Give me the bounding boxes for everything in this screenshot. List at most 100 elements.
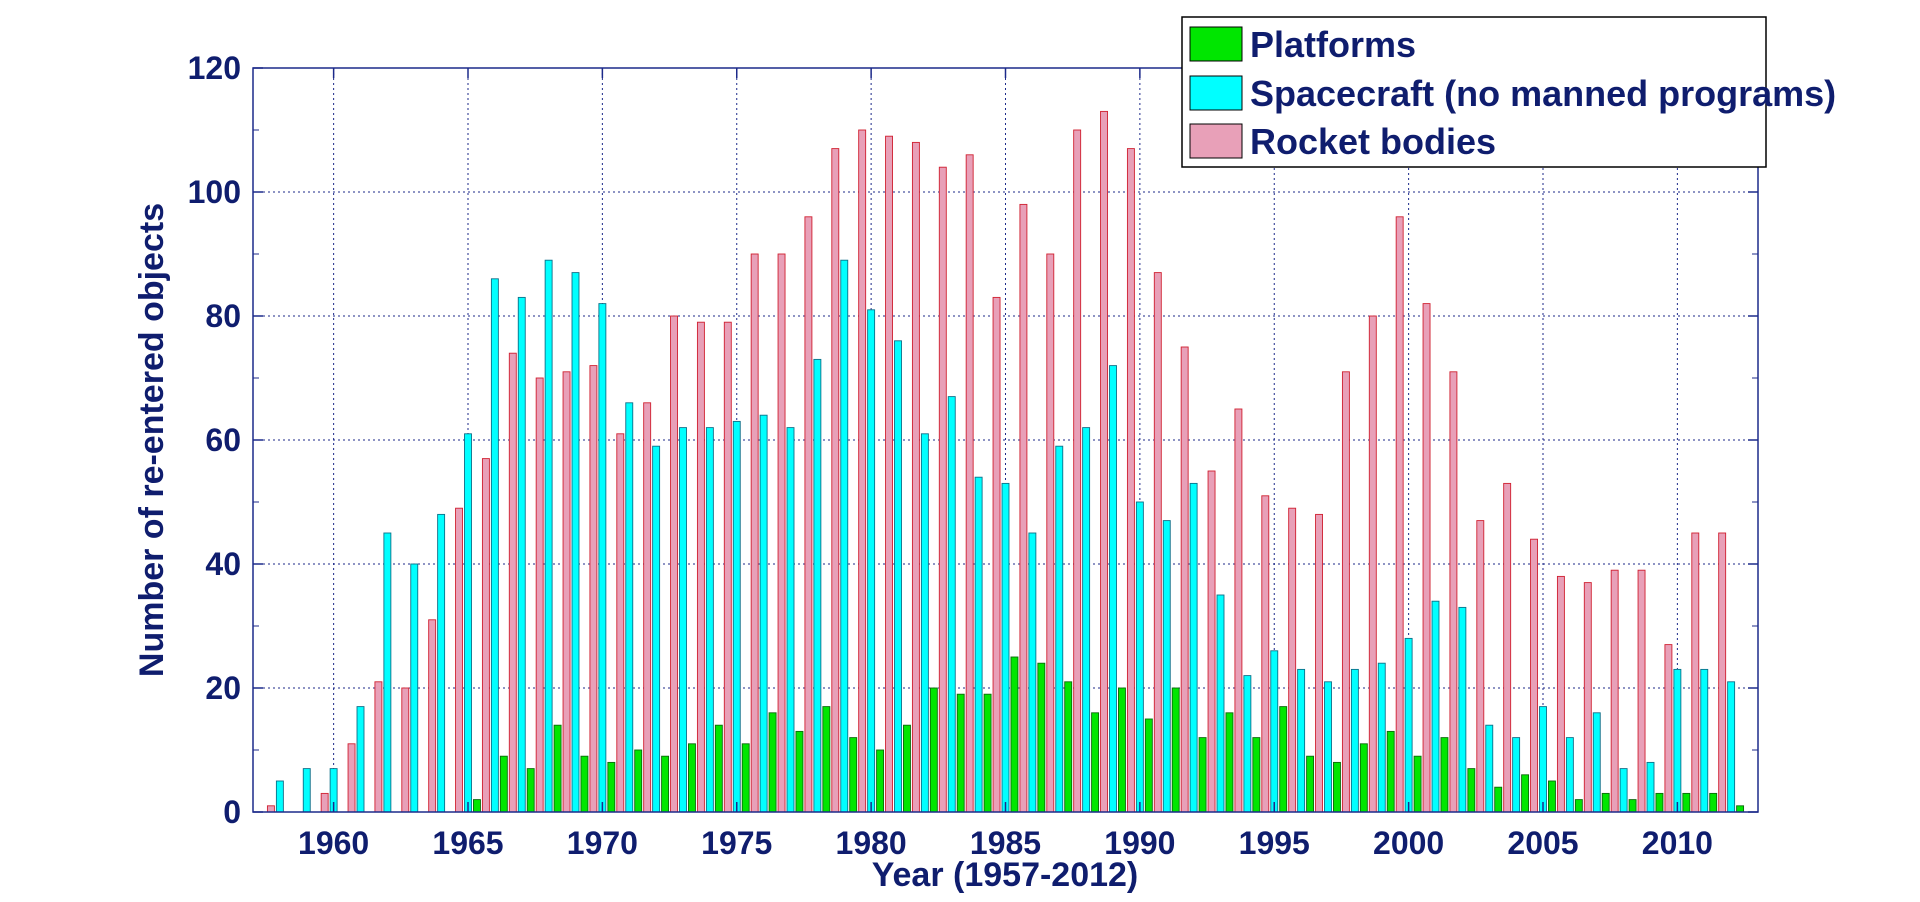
bar-spacecraft — [1162, 520, 1171, 813]
y-axis-label: Number of re-entered objects — [133, 203, 171, 677]
bar-rocket-bodies — [401, 687, 410, 813]
bar-platforms — [1091, 712, 1100, 813]
y-tick-label: 100 — [188, 174, 241, 210]
legend-box — [1181, 16, 1767, 168]
bar-rocket-bodies — [911, 141, 920, 813]
bar-rocket-bodies — [1019, 203, 1028, 813]
bar-spacecraft — [1028, 532, 1037, 813]
bar-spacecraft — [464, 433, 472, 813]
bar-rocket-bodies — [858, 129, 867, 813]
bar-spacecraft — [1350, 668, 1359, 813]
bar-rocket-bodies — [320, 792, 329, 813]
bar-rocket-bodies — [1368, 315, 1377, 813]
bar-rocket-bodies — [1476, 520, 1485, 813]
bar-platforms — [1144, 718, 1153, 813]
bar-rocket-bodies — [1691, 532, 1700, 813]
bar-spacecraft — [1673, 668, 1682, 813]
bar-spacecraft — [383, 532, 392, 813]
y-tick-label: 80 — [205, 298, 241, 334]
bar-platforms — [1279, 706, 1288, 813]
bar-platforms — [1064, 681, 1073, 813]
bar-platforms — [795, 730, 804, 813]
bar-spacecraft — [1700, 668, 1709, 813]
bar-spacecraft — [1431, 600, 1440, 813]
bar-platforms — [1521, 774, 1530, 813]
legend-label-rocket-bodies: Rocket bodies — [1250, 121, 1496, 162]
bar-rocket-bodies — [455, 507, 463, 813]
bar-platforms — [983, 693, 992, 813]
bar-rocket-bodies — [1395, 216, 1404, 813]
x-tick-label: 1985 — [970, 825, 1041, 861]
bars — [266, 110, 1745, 813]
bar-rocket-bodies — [1718, 532, 1727, 813]
bar-platforms — [822, 706, 831, 813]
bar-spacecraft — [1216, 594, 1225, 813]
y-tick-label: 0 — [223, 794, 241, 830]
bar-rocket-bodies — [374, 681, 383, 813]
bar-platforms — [580, 755, 589, 813]
bar-rocket-bodies — [885, 135, 893, 813]
bar-spacecraft — [1001, 482, 1010, 813]
bar-platforms — [768, 712, 777, 813]
bar-rocket-bodies — [1610, 569, 1619, 813]
bar-spacecraft — [705, 427, 714, 813]
bar-rocket-bodies — [1315, 513, 1323, 813]
bar-spacecraft — [275, 780, 284, 813]
bar-platforms — [1171, 687, 1180, 813]
bar-spacecraft — [302, 768, 311, 813]
bar-rocket-bodies — [965, 154, 974, 813]
bar-rocket-bodies — [562, 371, 571, 813]
bar-platforms — [1306, 755, 1315, 813]
x-tick-label: 2005 — [1507, 825, 1578, 861]
bar-platforms — [956, 693, 965, 813]
bar-spacecraft — [679, 427, 687, 813]
bar-platforms — [929, 687, 938, 813]
bar-platforms — [607, 761, 616, 813]
x-tick-label: 1990 — [1104, 825, 1175, 861]
bar-rocket-bodies — [1046, 253, 1055, 813]
bar-spacecraft — [437, 513, 446, 813]
bar-spacecraft — [840, 259, 849, 813]
bar-rocket-bodies — [266, 805, 275, 813]
bar-spacecraft — [517, 296, 526, 813]
bar-platforms — [714, 724, 723, 813]
bar-rocket-bodies — [1556, 575, 1565, 813]
bar-platforms — [1225, 712, 1234, 813]
bar-spacecraft — [1565, 737, 1574, 813]
bar-rocket-bodies — [1100, 110, 1108, 813]
x-tick-label: 1975 — [701, 825, 772, 861]
bar-rocket-bodies — [535, 377, 544, 813]
bar-platforms — [741, 743, 750, 813]
bar-rocket-bodies — [589, 365, 598, 813]
bar-spacecraft — [1592, 712, 1601, 813]
legend-label-spacecraft: Spacecraft (no manned programs) — [1250, 73, 1836, 114]
bar-spacecraft — [356, 706, 365, 813]
bar-platforms — [634, 749, 643, 813]
bar-platforms — [1467, 768, 1476, 813]
bar-spacecraft — [598, 303, 607, 813]
bar-spacecraft — [1270, 650, 1279, 813]
bar-spacecraft — [571, 272, 580, 813]
bar-spacecraft — [894, 340, 902, 813]
bar-spacecraft — [625, 402, 634, 813]
bar-rocket-bodies — [1261, 495, 1270, 813]
bar-rocket-bodies — [508, 352, 517, 813]
bar-rocket-bodies — [670, 315, 678, 813]
bar-rocket-bodies — [1288, 507, 1297, 813]
bar-platforms — [1655, 792, 1664, 813]
bar-spacecraft — [1243, 675, 1252, 813]
bar-spacecraft — [920, 433, 929, 813]
legend-label-platforms: Platforms — [1250, 24, 1416, 65]
bar-spacecraft — [410, 563, 419, 813]
bar-rocket-bodies — [1449, 371, 1458, 813]
bar-rocket-bodies — [1422, 303, 1431, 813]
legend: Platforms Spacecraft (no manned programs… — [1181, 16, 1836, 168]
bar-platforms — [661, 755, 670, 813]
bar-rocket-bodies — [1341, 371, 1350, 813]
bar-rocket-bodies — [347, 743, 356, 813]
bar-spacecraft — [1109, 365, 1117, 813]
bar-spacecraft — [1189, 482, 1198, 813]
x-tick-label: 2010 — [1642, 825, 1713, 861]
bar-rocket-bodies — [1503, 482, 1512, 813]
x-tick-label: 1960 — [298, 825, 369, 861]
